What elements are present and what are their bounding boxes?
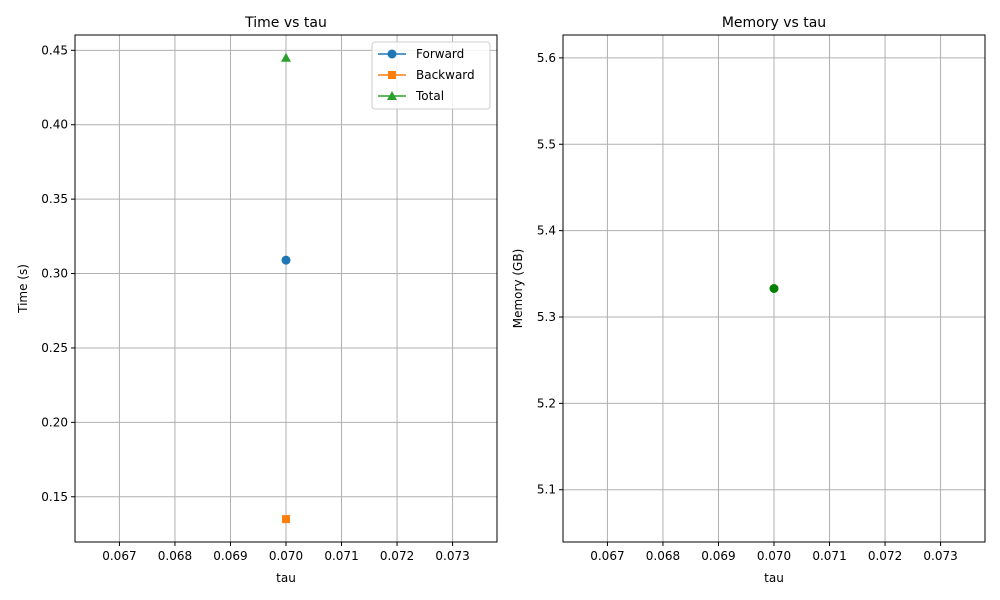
x-tick-label: 0.072 (868, 549, 902, 563)
y-tick-label: 0.15 (41, 490, 68, 504)
legend-box (371, 41, 491, 110)
legend-marker-forward (387, 49, 397, 59)
time-chart-forward-point (281, 255, 291, 265)
x-tick-label: 0.069 (701, 549, 735, 563)
y-tick-label: 0.25 (41, 341, 68, 355)
y-tick-label: 5.2 (537, 396, 556, 410)
y-tick-label: 0.30 (41, 267, 68, 281)
x-tick-label: 0.070 (757, 549, 791, 563)
x-tick-label: 0.071 (812, 549, 846, 563)
memory-chart: 0.067 0.068 0.069 0.070 0.071 0.072 0.073 5.1 5.… (511, 15, 986, 585)
y-tick-label: 0.20 (41, 415, 68, 429)
x-tick-label: 0.073 (923, 549, 957, 563)
x-tick-label: 0.068 (158, 549, 192, 563)
y-tick-label: 0.35 (41, 192, 68, 206)
legend-label-total: Total (415, 89, 444, 103)
x-tick-label: 0.070 (269, 549, 303, 563)
y-tick-label: 0.45 (41, 43, 68, 57)
legend-label-backward: Backward (416, 68, 475, 82)
y-tick-label: 5.1 (537, 483, 556, 497)
time-chart-title: Time vs tau (244, 15, 327, 31)
memory-chart-marks (769, 284, 779, 293)
x-tick-label: 0.069 (213, 549, 247, 563)
memory-chart-grid (563, 35, 985, 542)
y-tick-label: 5.3 (537, 310, 556, 324)
x-tick-label: 0.072 (380, 549, 414, 563)
x-tick-label: 0.068 (646, 549, 680, 563)
time-chart: 0.067 0.068 0.069 0.070 0.071 0.072 0.073 0.15 0… (16, 15, 498, 585)
x-tick-label: 0.067 (590, 549, 624, 563)
time-chart-backward-point (282, 515, 290, 524)
memory-chart-ticks: 0.067 0.068 0.069 0.070 0.071 0.072 0.073 5.1 5.… (537, 51, 958, 563)
legend-marker-total (387, 91, 397, 100)
memory-chart-title: Memory vs tau (722, 15, 826, 31)
legend-marker-backward (388, 71, 396, 79)
memory-chart-x-axis-label: tau (764, 571, 784, 585)
time-chart-y-axis-label: Time (s) (16, 264, 30, 314)
x-tick-label: 0.067 (102, 549, 136, 563)
time-chart-ticks: 0.067 0.068 0.069 0.070 0.071 0.072 0.073 0.15 0… (41, 43, 469, 563)
time-chart-legend: Forward Backward Total (371, 41, 491, 110)
legend-label-forward: Forward (416, 47, 464, 61)
time-chart-total-point (281, 52, 291, 62)
y-tick-label: 5.6 (537, 51, 556, 65)
y-tick-label: 5.5 (537, 137, 556, 151)
time-chart-marks (281, 52, 291, 524)
y-tick-label: 5.4 (537, 224, 556, 238)
time-chart-x-axis-label: tau (276, 571, 296, 585)
x-tick-label: 0.073 (435, 549, 469, 563)
memory-chart-y-axis-label: Memory (GB) (511, 249, 525, 329)
x-tick-label: 0.071 (324, 549, 358, 563)
memory-chart-series-point (769, 284, 779, 293)
y-tick-label: 0.40 (41, 118, 68, 132)
